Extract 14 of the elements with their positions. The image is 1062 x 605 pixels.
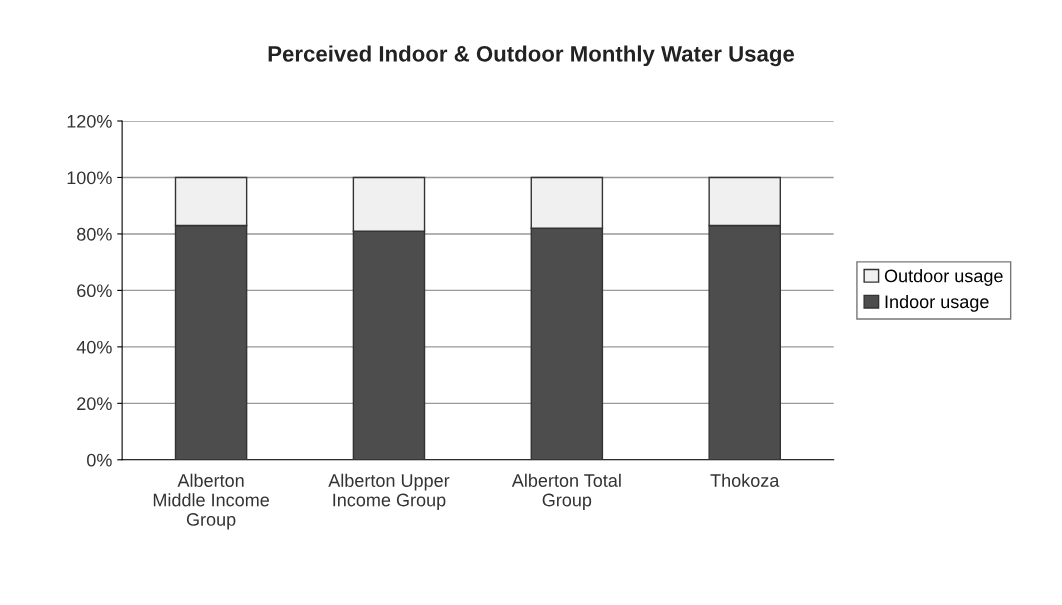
x-tick-label: Alberton Upper Income Group [328,473,450,510]
y-tick-label: 80% [77,227,112,241]
x-tick-label: Alberton Middle Income Group [153,473,269,530]
legend-label: Outdoor usage [884,269,1003,286]
x-tick-label: Thokoza [710,473,780,487]
y-tick-label: 20% [77,397,112,411]
y-tick-label: 0% [87,453,112,467]
x-tick-label: Alberton Total Group [511,473,621,510]
y-tick-label: 100% [67,171,112,185]
y-tick-label: 120% [67,114,112,128]
chart-title: Perceived Indoor & Outdoor Monthly Water Usage [268,45,795,67]
legend-label: Indoor usage [885,294,989,312]
y-tick-label: 60% [77,284,112,298]
y-tick-label: 40% [76,340,112,354]
